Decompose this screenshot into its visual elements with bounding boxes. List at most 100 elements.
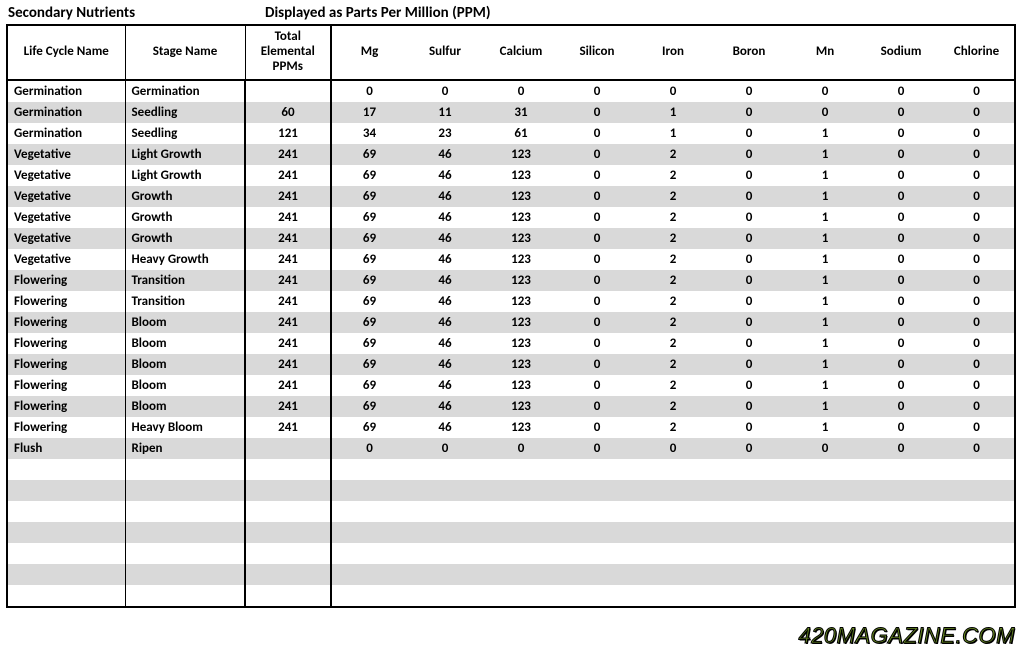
cell-silicon [559,459,635,480]
cell-sulfur: 0 [407,80,483,102]
table-row: VegetativeGrowth2416946123020100 [7,228,1015,249]
cell-mg: 69 [331,144,407,165]
cell-mn: 1 [787,417,863,438]
cell-sulfur: 46 [407,249,483,270]
cell-mn: 1 [787,123,863,144]
cell-chlorine: 0 [939,417,1015,438]
cell-chlorine: 0 [939,354,1015,375]
table-row: FloweringBloom2416946123020100 [7,312,1015,333]
cell-life_cycle: Flowering [7,270,125,291]
cell-stage: Heavy Bloom [125,417,245,438]
cell-boron: 0 [711,396,787,417]
cell-mn: 1 [787,186,863,207]
cell-sodium: 0 [863,186,939,207]
col-calcium: Calcium [483,25,559,80]
cell-stage [125,564,245,585]
cell-chlorine: 0 [939,228,1015,249]
cell-total [245,522,331,543]
cell-chlorine: 0 [939,102,1015,123]
cell-stage: Seedling [125,123,245,144]
cell-total: 241 [245,186,331,207]
cell-life_cycle: Germination [7,102,125,123]
cell-iron: 0 [635,80,711,102]
cell-mg [331,543,407,564]
cell-chlorine: 0 [939,312,1015,333]
table-row: FloweringTransition2416946123020100 [7,291,1015,312]
cell-stage: Light Growth [125,144,245,165]
cell-total [245,543,331,564]
cell-boron [711,480,787,501]
cell-mg: 69 [331,270,407,291]
cell-calcium: 123 [483,375,559,396]
cell-silicon: 0 [559,375,635,396]
cell-calcium: 123 [483,417,559,438]
cell-sulfur [407,564,483,585]
cell-silicon [559,543,635,564]
cell-silicon: 0 [559,249,635,270]
cell-stage: Growth [125,207,245,228]
cell-chlorine: 0 [939,186,1015,207]
cell-sulfur [407,585,483,607]
cell-sulfur: 46 [407,291,483,312]
cell-chlorine [939,564,1015,585]
cell-mn: 1 [787,207,863,228]
cell-total: 241 [245,165,331,186]
cell-total [245,564,331,585]
cell-calcium: 123 [483,165,559,186]
cell-iron: 2 [635,249,711,270]
cell-silicon: 0 [559,417,635,438]
cell-stage: Bloom [125,333,245,354]
cell-mg: 69 [331,291,407,312]
table-body: GerminationGermination000000000Germinati… [7,80,1015,607]
cell-mn: 1 [787,375,863,396]
cell-life_cycle: Flowering [7,417,125,438]
cell-sulfur [407,522,483,543]
cell-boron: 0 [711,291,787,312]
cell-calcium [483,501,559,522]
cell-life_cycle: Flowering [7,375,125,396]
cell-mn [787,564,863,585]
cell-boron [711,522,787,543]
cell-stage [125,459,245,480]
cell-mg: 34 [331,123,407,144]
table-row [7,459,1015,480]
cell-iron: 2 [635,186,711,207]
cell-silicon [559,522,635,543]
cell-boron [711,501,787,522]
cell-silicon: 0 [559,270,635,291]
cell-total [245,459,331,480]
cell-total: 60 [245,102,331,123]
cell-mn: 1 [787,228,863,249]
table-row: VegetativeLight Growth2416946123020100 [7,144,1015,165]
cell-stage [125,501,245,522]
cell-mg [331,480,407,501]
cell-sodium: 0 [863,228,939,249]
cell-iron: 2 [635,312,711,333]
cell-iron: 2 [635,165,711,186]
cell-chlorine: 0 [939,270,1015,291]
cell-mn: 1 [787,291,863,312]
cell-sulfur: 0 [407,438,483,459]
table-row: VegetativeLight Growth2416946123020100 [7,165,1015,186]
cell-sulfur [407,459,483,480]
cell-mg [331,585,407,607]
cell-stage: Growth [125,228,245,249]
cell-sulfur: 46 [407,333,483,354]
cell-iron [635,501,711,522]
cell-silicon [559,585,635,607]
cell-sodium [863,480,939,501]
cell-iron: 2 [635,144,711,165]
table-row: FloweringBloom2416946123020100 [7,333,1015,354]
cell-chlorine [939,480,1015,501]
cell-sulfur: 46 [407,186,483,207]
cell-silicon: 0 [559,333,635,354]
cell-boron: 0 [711,270,787,291]
cell-life_cycle: Flowering [7,333,125,354]
col-sulfur: Sulfur [407,25,483,80]
cell-mn [787,585,863,607]
cell-life_cycle: Flowering [7,291,125,312]
cell-sulfur: 11 [407,102,483,123]
cell-life_cycle [7,522,125,543]
cell-silicon: 0 [559,312,635,333]
cell-chlorine: 0 [939,396,1015,417]
